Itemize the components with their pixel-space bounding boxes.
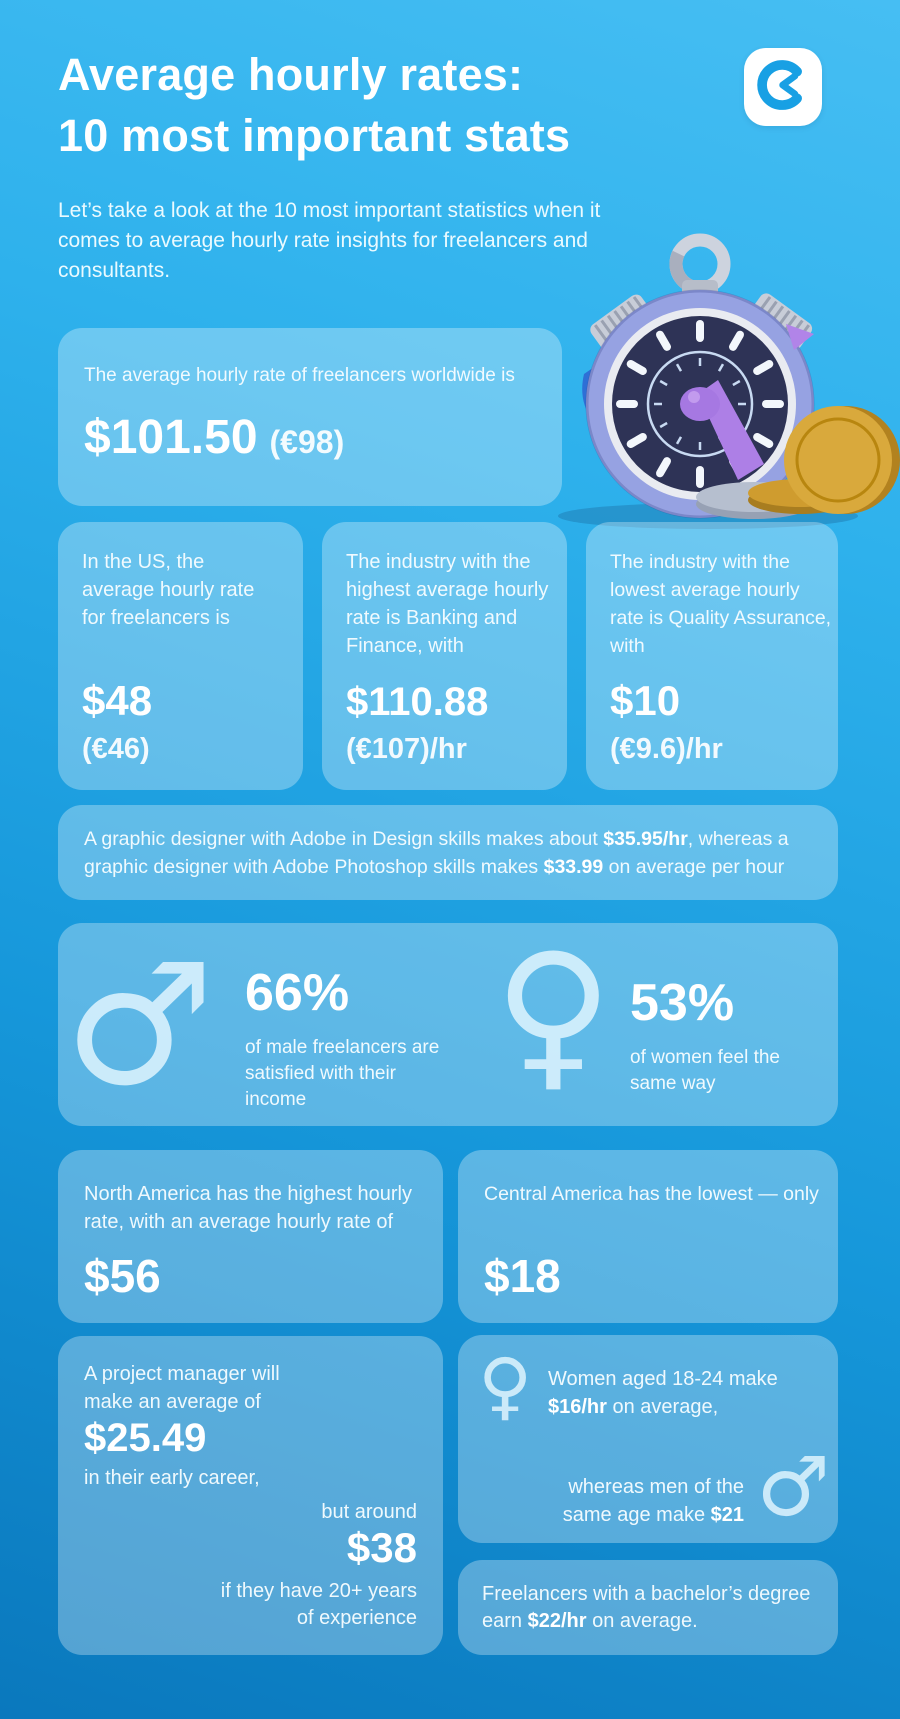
highest-industry-value-eur: (€107)/hr: [346, 733, 467, 765]
clockify-logo: [744, 48, 822, 126]
worldwide-value: $101.50: [84, 411, 258, 464]
page-title: Average hourly rates: 10 most important …: [58, 44, 570, 166]
male-caption: of male freelancers are satisfied with t…: [245, 1037, 440, 1110]
female-icon-small: ♀: [478, 1343, 533, 1429]
women-text: Women aged 18-24 make $16/hr on average,: [548, 1368, 778, 1418]
clockify-c-icon: [754, 56, 812, 119]
us-value-eur: (€46): [82, 733, 150, 765]
page-subtitle: Let’s take a look at the 10 most importa…: [58, 199, 601, 282]
north-america-value: $56: [84, 1250, 161, 1302]
title-line-2: 10 most important stats: [58, 110, 571, 161]
card-us-rate: In the US, the average hourly rate for f…: [58, 522, 303, 790]
us-value: $48: [82, 677, 153, 724]
us-label: In the US, the average hourly rate for f…: [82, 551, 255, 629]
card-central-america: Central America has the lowest — only $1…: [458, 1150, 838, 1323]
card-bachelor-degree: Freelancers with a bachelor’s degree ear…: [458, 1560, 838, 1655]
worldwide-value-eur: (€98): [269, 424, 345, 460]
coins-illustration: [696, 406, 900, 519]
female-icon: ♀: [494, 920, 613, 1108]
north-america-label: North America has the highest hourly rat…: [84, 1183, 412, 1233]
graphic-designer-text: A graphic designer with Adobe in Design …: [84, 827, 789, 878]
card-graphic-designer: A graphic designer with Adobe in Design …: [58, 805, 838, 900]
highest-industry-value: $110.88: [346, 680, 489, 724]
card-project-manager: A project manager will make an average o…: [58, 1336, 443, 1655]
pm-early-value: $25.49: [84, 1416, 207, 1460]
card-income-satisfaction: ♂ 66% of male freelancers are satisfied …: [58, 923, 838, 1126]
stopwatch-illustration: [548, 228, 900, 532]
card-worldwide-rate: The average hourly rate of freelancers w…: [58, 328, 562, 506]
card-lowest-industry: The industry with the lowest average hou…: [586, 522, 838, 790]
pm-but-label: but around: [321, 1501, 417, 1523]
pm-late-value: $38: [346, 1524, 417, 1571]
worldwide-label: The average hourly rate of freelancers w…: [84, 365, 515, 386]
card-highest-industry: The industry with the highest average ho…: [322, 522, 567, 790]
central-america-value: $18: [484, 1250, 561, 1302]
highest-industry-label: The industry with the highest average ho…: [346, 551, 549, 657]
central-america-label: Central America has the lowest — only: [484, 1183, 819, 1205]
pm-early-suffix: in their early career,: [84, 1467, 260, 1489]
bachelor-text: Freelancers with a bachelor’s degree ear…: [482, 1582, 811, 1632]
title-line-1: Average hourly rates:: [58, 49, 524, 100]
pm-intro: A project manager will make an average o…: [84, 1363, 280, 1413]
male-icon: ♂: [64, 927, 215, 1123]
lowest-industry-value: $10: [610, 677, 681, 724]
male-icon-small: ♂: [756, 1440, 830, 1535]
pm-late-suffix: if they have 20+ years of experience: [220, 1580, 417, 1629]
lowest-industry-label: The industry with the lowest average hou…: [610, 551, 832, 657]
card-age-gender: ♀ Women aged 18-24 make $16/hr on averag…: [458, 1335, 838, 1543]
men-text: whereas men of the same age make $21: [562, 1476, 744, 1526]
female-caption: of women feel the same way: [630, 1047, 780, 1094]
male-percentage: 66%: [245, 964, 350, 1022]
lowest-industry-value-eur: (€9.6)/hr: [610, 733, 723, 765]
stopwatch-pointer: [786, 324, 814, 350]
card-north-america: North America has the highest hourly rat…: [58, 1150, 443, 1323]
female-percentage: 53%: [630, 974, 735, 1032]
